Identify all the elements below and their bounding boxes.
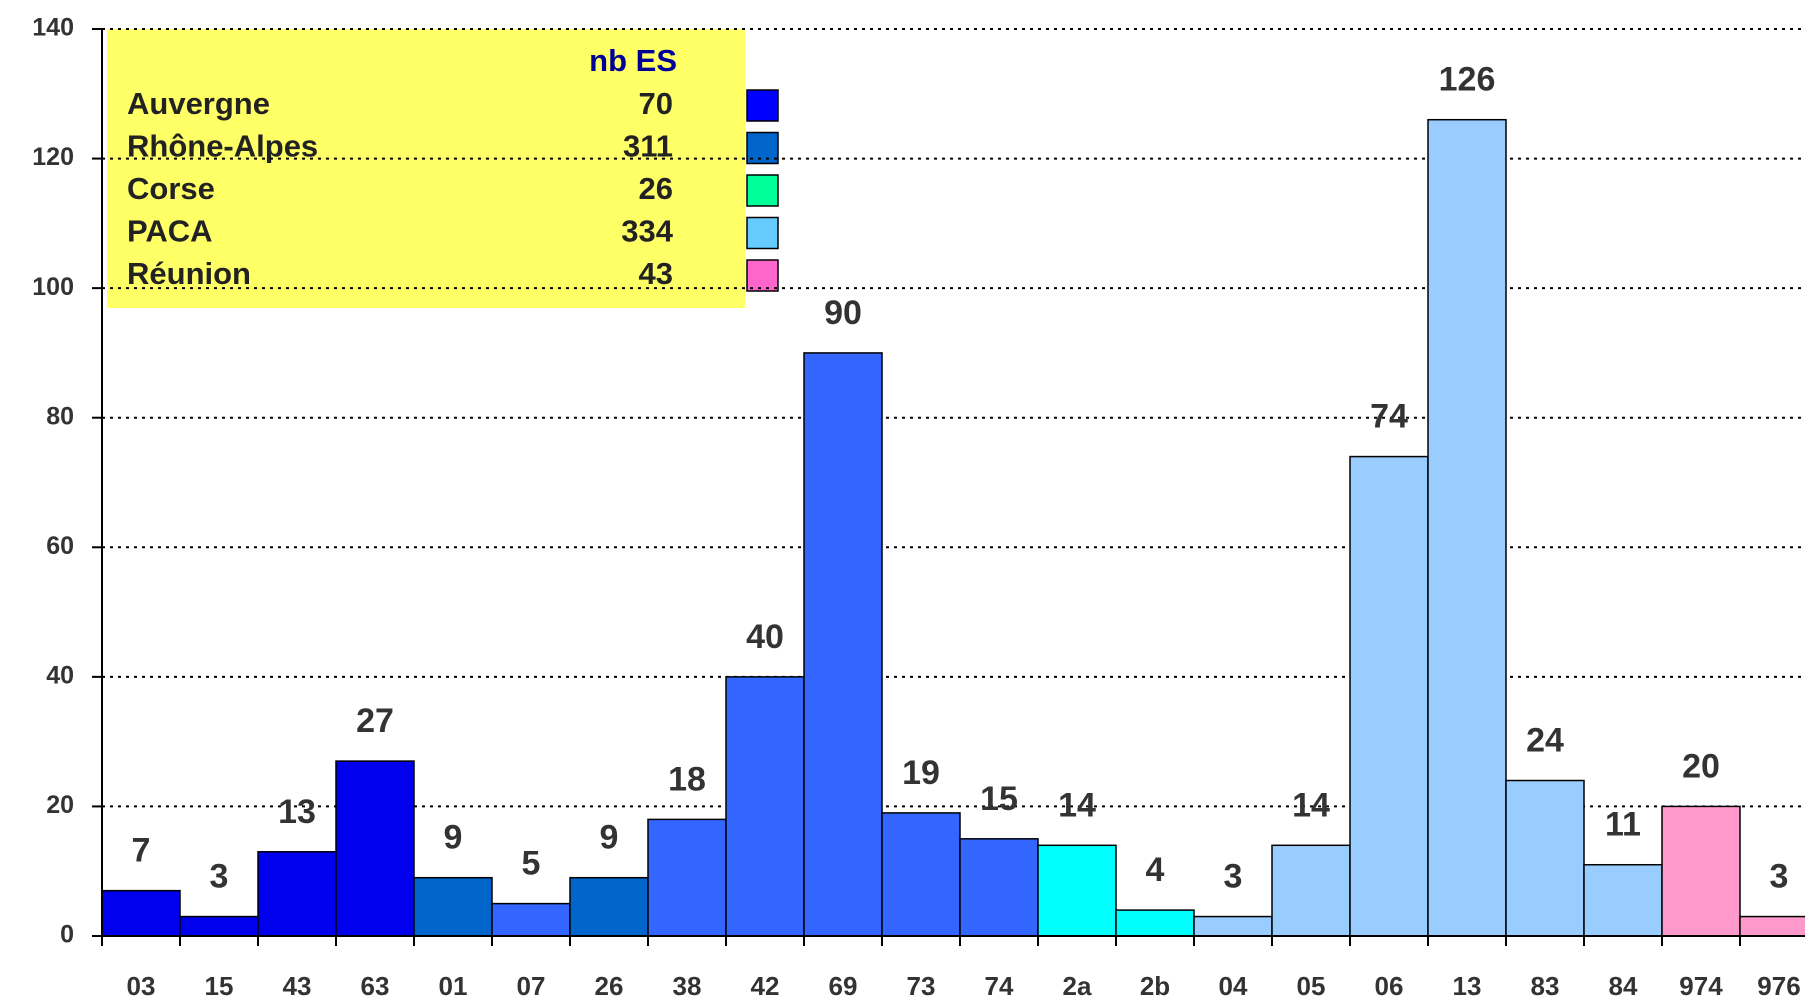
legend-value: 334	[621, 214, 673, 249]
y-tick-label: 20	[46, 791, 74, 819]
value-label: 74	[1370, 398, 1408, 436]
y-tick-label: 40	[46, 661, 74, 689]
x-tick-label: 74	[985, 971, 1014, 1001]
value-label: 27	[356, 702, 394, 740]
value-label: 3	[1770, 858, 1789, 896]
bar	[1739, 915, 1805, 937]
bar	[257, 851, 337, 937]
value-label: 5	[522, 845, 541, 883]
y-tick-label: 120	[32, 143, 74, 171]
x-tick-label: 04	[1219, 971, 1248, 1001]
bar	[1349, 455, 1429, 937]
value-label: 11	[1605, 806, 1641, 844]
value-label: 18	[668, 760, 706, 798]
bar	[1115, 909, 1195, 937]
x-tick-label: 84	[1609, 971, 1638, 1001]
value-label: 126	[1439, 61, 1496, 99]
value-label: 90	[824, 294, 862, 332]
value-label: 13	[278, 793, 316, 831]
value-label: 14	[1058, 786, 1096, 824]
x-tick-label: 63	[361, 971, 390, 1001]
bar	[881, 812, 961, 937]
legend-swatch	[746, 259, 779, 292]
y-tick-label: 80	[46, 402, 74, 430]
value-label: 4	[1146, 851, 1165, 889]
legend-name: Auvergne	[127, 86, 270, 121]
y-tick-label: 0	[60, 921, 74, 949]
x-tick-label: 15	[205, 971, 234, 1001]
x-tick-label: 06	[1375, 971, 1404, 1001]
x-tick-label: 69	[829, 971, 858, 1001]
value-label: 19	[902, 754, 940, 792]
bar	[1271, 844, 1351, 937]
x-tick-label: 83	[1531, 971, 1560, 1001]
bar	[491, 902, 571, 937]
bar	[959, 838, 1039, 937]
value-label: 15	[980, 780, 1018, 818]
x-tick-label: 13	[1453, 971, 1482, 1001]
value-label: 9	[600, 819, 619, 857]
bar	[1427, 118, 1507, 937]
bar	[1505, 779, 1585, 937]
bar	[725, 676, 805, 937]
x-tick-label: 976	[1757, 971, 1800, 1001]
bar	[1037, 844, 1117, 937]
x-tick-label: 05	[1297, 971, 1326, 1001]
bar	[803, 352, 883, 937]
bar	[647, 818, 727, 937]
y-tick-label: 60	[46, 532, 74, 560]
bar	[1193, 915, 1273, 937]
value-label: 24	[1526, 721, 1564, 759]
legend-header: nb ES	[589, 43, 677, 78]
value-label: 40	[746, 618, 784, 656]
x-tick-label: 2a	[1063, 971, 1092, 1001]
legend-value: 43	[639, 256, 673, 291]
value-label: 14	[1292, 786, 1330, 824]
x-tick-label: 42	[751, 971, 780, 1001]
bar	[179, 915, 259, 937]
legend-box	[107, 29, 745, 308]
x-tick-label: 73	[907, 971, 936, 1001]
x-tick-label: 01	[439, 971, 468, 1001]
legend-name: PACA	[127, 214, 213, 249]
value-label: 9	[444, 819, 463, 857]
value-label: 20	[1682, 747, 1720, 785]
bar	[101, 889, 181, 937]
y-tick-label: 140	[32, 14, 74, 42]
bar	[1661, 805, 1741, 937]
x-tick-label: 2b	[1140, 971, 1170, 1001]
bar	[1583, 863, 1663, 937]
legend-value: 26	[639, 171, 673, 206]
value-label: 3	[210, 858, 229, 896]
bar	[569, 876, 649, 937]
x-tick-label: 07	[517, 971, 546, 1001]
x-tick-label: 974	[1679, 971, 1723, 1001]
x-tick-label: 03	[127, 971, 156, 1001]
bar	[335, 760, 415, 937]
legend-name: Corse	[127, 171, 215, 206]
value-label: 7	[132, 832, 151, 870]
x-tick-label: 26	[595, 971, 624, 1001]
x-tick-label: 38	[673, 971, 702, 1001]
legend-swatch	[746, 174, 779, 207]
x-tick-label: 43	[283, 971, 312, 1001]
legend-value: 70	[639, 86, 673, 121]
bar	[413, 876, 493, 937]
legend-swatch	[746, 89, 779, 122]
value-label: 3	[1224, 858, 1243, 896]
legend-name: Réunion	[127, 256, 251, 291]
y-tick-label: 100	[32, 273, 74, 301]
legend-swatch	[746, 216, 779, 250]
